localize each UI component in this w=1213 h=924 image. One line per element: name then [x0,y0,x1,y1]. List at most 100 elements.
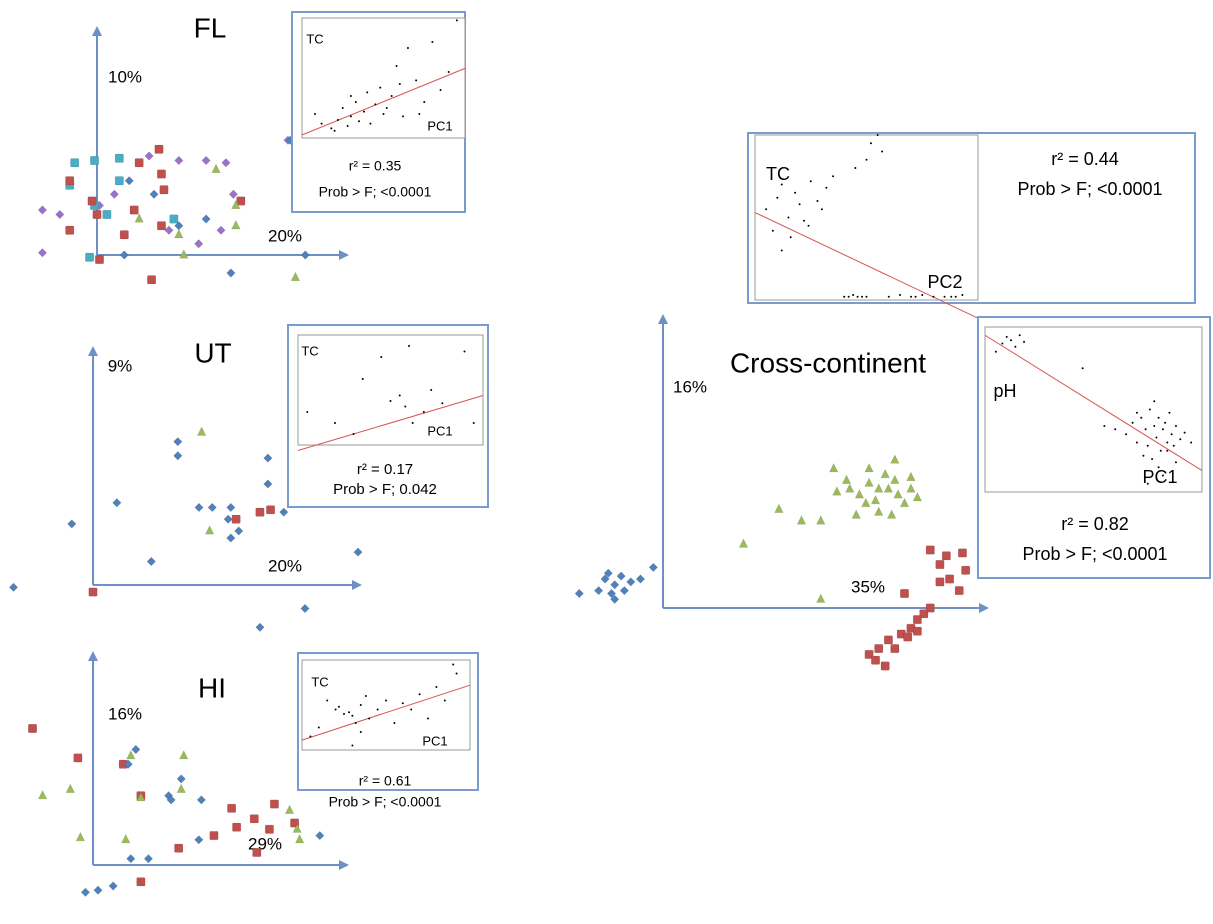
point [738,538,749,548]
point [169,214,179,224]
inset-point [1146,444,1149,447]
inset-point [359,731,362,733]
point [209,831,219,841]
point [93,885,103,895]
y-axis-label: 10% [108,67,142,86]
inset-point [1179,438,1182,441]
point [123,759,133,769]
inset-point [1161,428,1164,431]
axis-arrow [88,651,98,661]
inset-point [380,356,383,358]
axis-arrow [339,250,349,260]
x-axis-label: 20% [268,556,302,575]
point [300,603,310,614]
point [102,210,112,220]
inset-point [390,95,393,97]
point [841,474,852,484]
inset-point [820,208,823,211]
inset-point [1153,400,1156,403]
inset-point [406,47,409,49]
point [174,843,184,853]
point [231,199,241,209]
point [228,189,239,199]
point [264,824,274,834]
inset-point [354,101,357,103]
inset-y-label: TC [301,343,318,358]
point [201,155,211,166]
point [124,176,134,186]
fit-line [301,67,466,136]
inset-point [398,83,401,85]
fit-line [754,212,979,319]
panel-title: FL [194,12,227,43]
axis-arrow [339,860,349,870]
inset-point [349,95,352,97]
point [906,471,916,482]
point [154,144,164,154]
point [194,239,204,249]
point [226,533,236,543]
point [593,585,604,596]
point [114,153,124,163]
inset-point [1164,421,1167,424]
point [871,655,881,665]
point [129,205,139,215]
point [85,252,95,262]
point [126,749,136,760]
point [870,494,881,505]
point [65,176,75,186]
inset-point [408,345,410,347]
inset-point [343,713,345,715]
r-squared: r² = 0.17 [357,461,413,478]
inset-point [368,717,371,720]
inset-point [443,699,446,702]
inset-point [423,101,426,103]
inset-point [385,107,388,109]
inset-point [333,129,336,132]
point [626,577,636,587]
inset-point [369,122,372,125]
inset-point [803,219,806,222]
inset-plot-frame [984,326,1203,493]
inset-point [1166,449,1169,452]
inset-plot-frame [301,17,466,139]
p-value: Prob > F; <0.0001 [329,794,442,810]
inset-point [351,714,354,717]
inset-point [463,350,466,353]
point [221,158,231,168]
inset-point [362,110,365,113]
inset-point [418,113,421,115]
point [134,158,144,168]
inset-point [1023,340,1026,343]
point [196,426,207,436]
axis-arrow [352,580,362,590]
inset-y-label: TC [311,674,328,689]
point [893,489,903,499]
inset-point [1151,458,1154,460]
point [774,503,784,513]
point [961,565,971,575]
inset-point [876,134,879,136]
point [574,588,584,599]
inset-point [1014,345,1017,348]
inset-point [1157,416,1160,419]
point [954,586,964,596]
point [174,155,184,166]
point [65,225,75,235]
inset-y-label: TC [306,31,323,46]
inset-point [954,295,957,298]
point [854,489,865,499]
point [874,483,884,493]
point [832,486,842,496]
inset-point [351,744,354,747]
inset-point [1190,441,1193,444]
point [935,559,945,569]
inset-point [382,113,385,115]
inset-point [1001,342,1004,345]
point [147,275,157,285]
point [114,176,124,186]
inset-point [306,411,309,413]
point [236,196,246,206]
inset-point [398,394,401,397]
inset-point [914,295,917,298]
